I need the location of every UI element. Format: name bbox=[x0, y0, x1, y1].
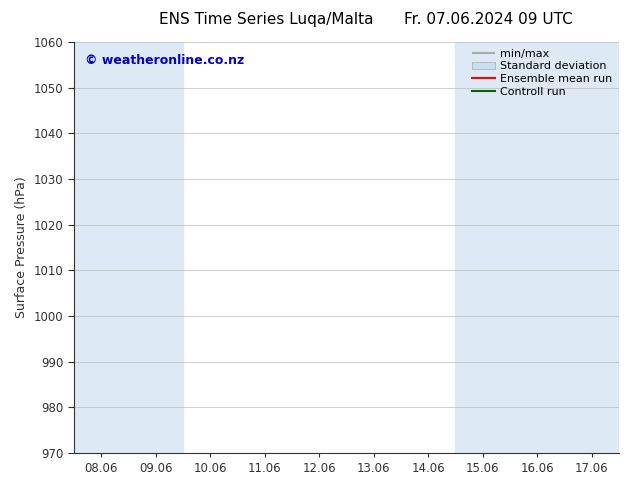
Bar bbox=[455, 42, 619, 453]
Legend: min/max, Standard deviation, Ensemble mean run, Controll run: min/max, Standard deviation, Ensemble me… bbox=[469, 46, 616, 100]
Text: ENS Time Series Luqa/Malta: ENS Time Series Luqa/Malta bbox=[159, 12, 373, 27]
Y-axis label: Surface Pressure (hPa): Surface Pressure (hPa) bbox=[15, 176, 28, 318]
Bar bbox=[74, 42, 183, 453]
Text: Fr. 07.06.2024 09 UTC: Fr. 07.06.2024 09 UTC bbox=[404, 12, 573, 27]
Text: © weatheronline.co.nz: © weatheronline.co.nz bbox=[84, 54, 244, 68]
